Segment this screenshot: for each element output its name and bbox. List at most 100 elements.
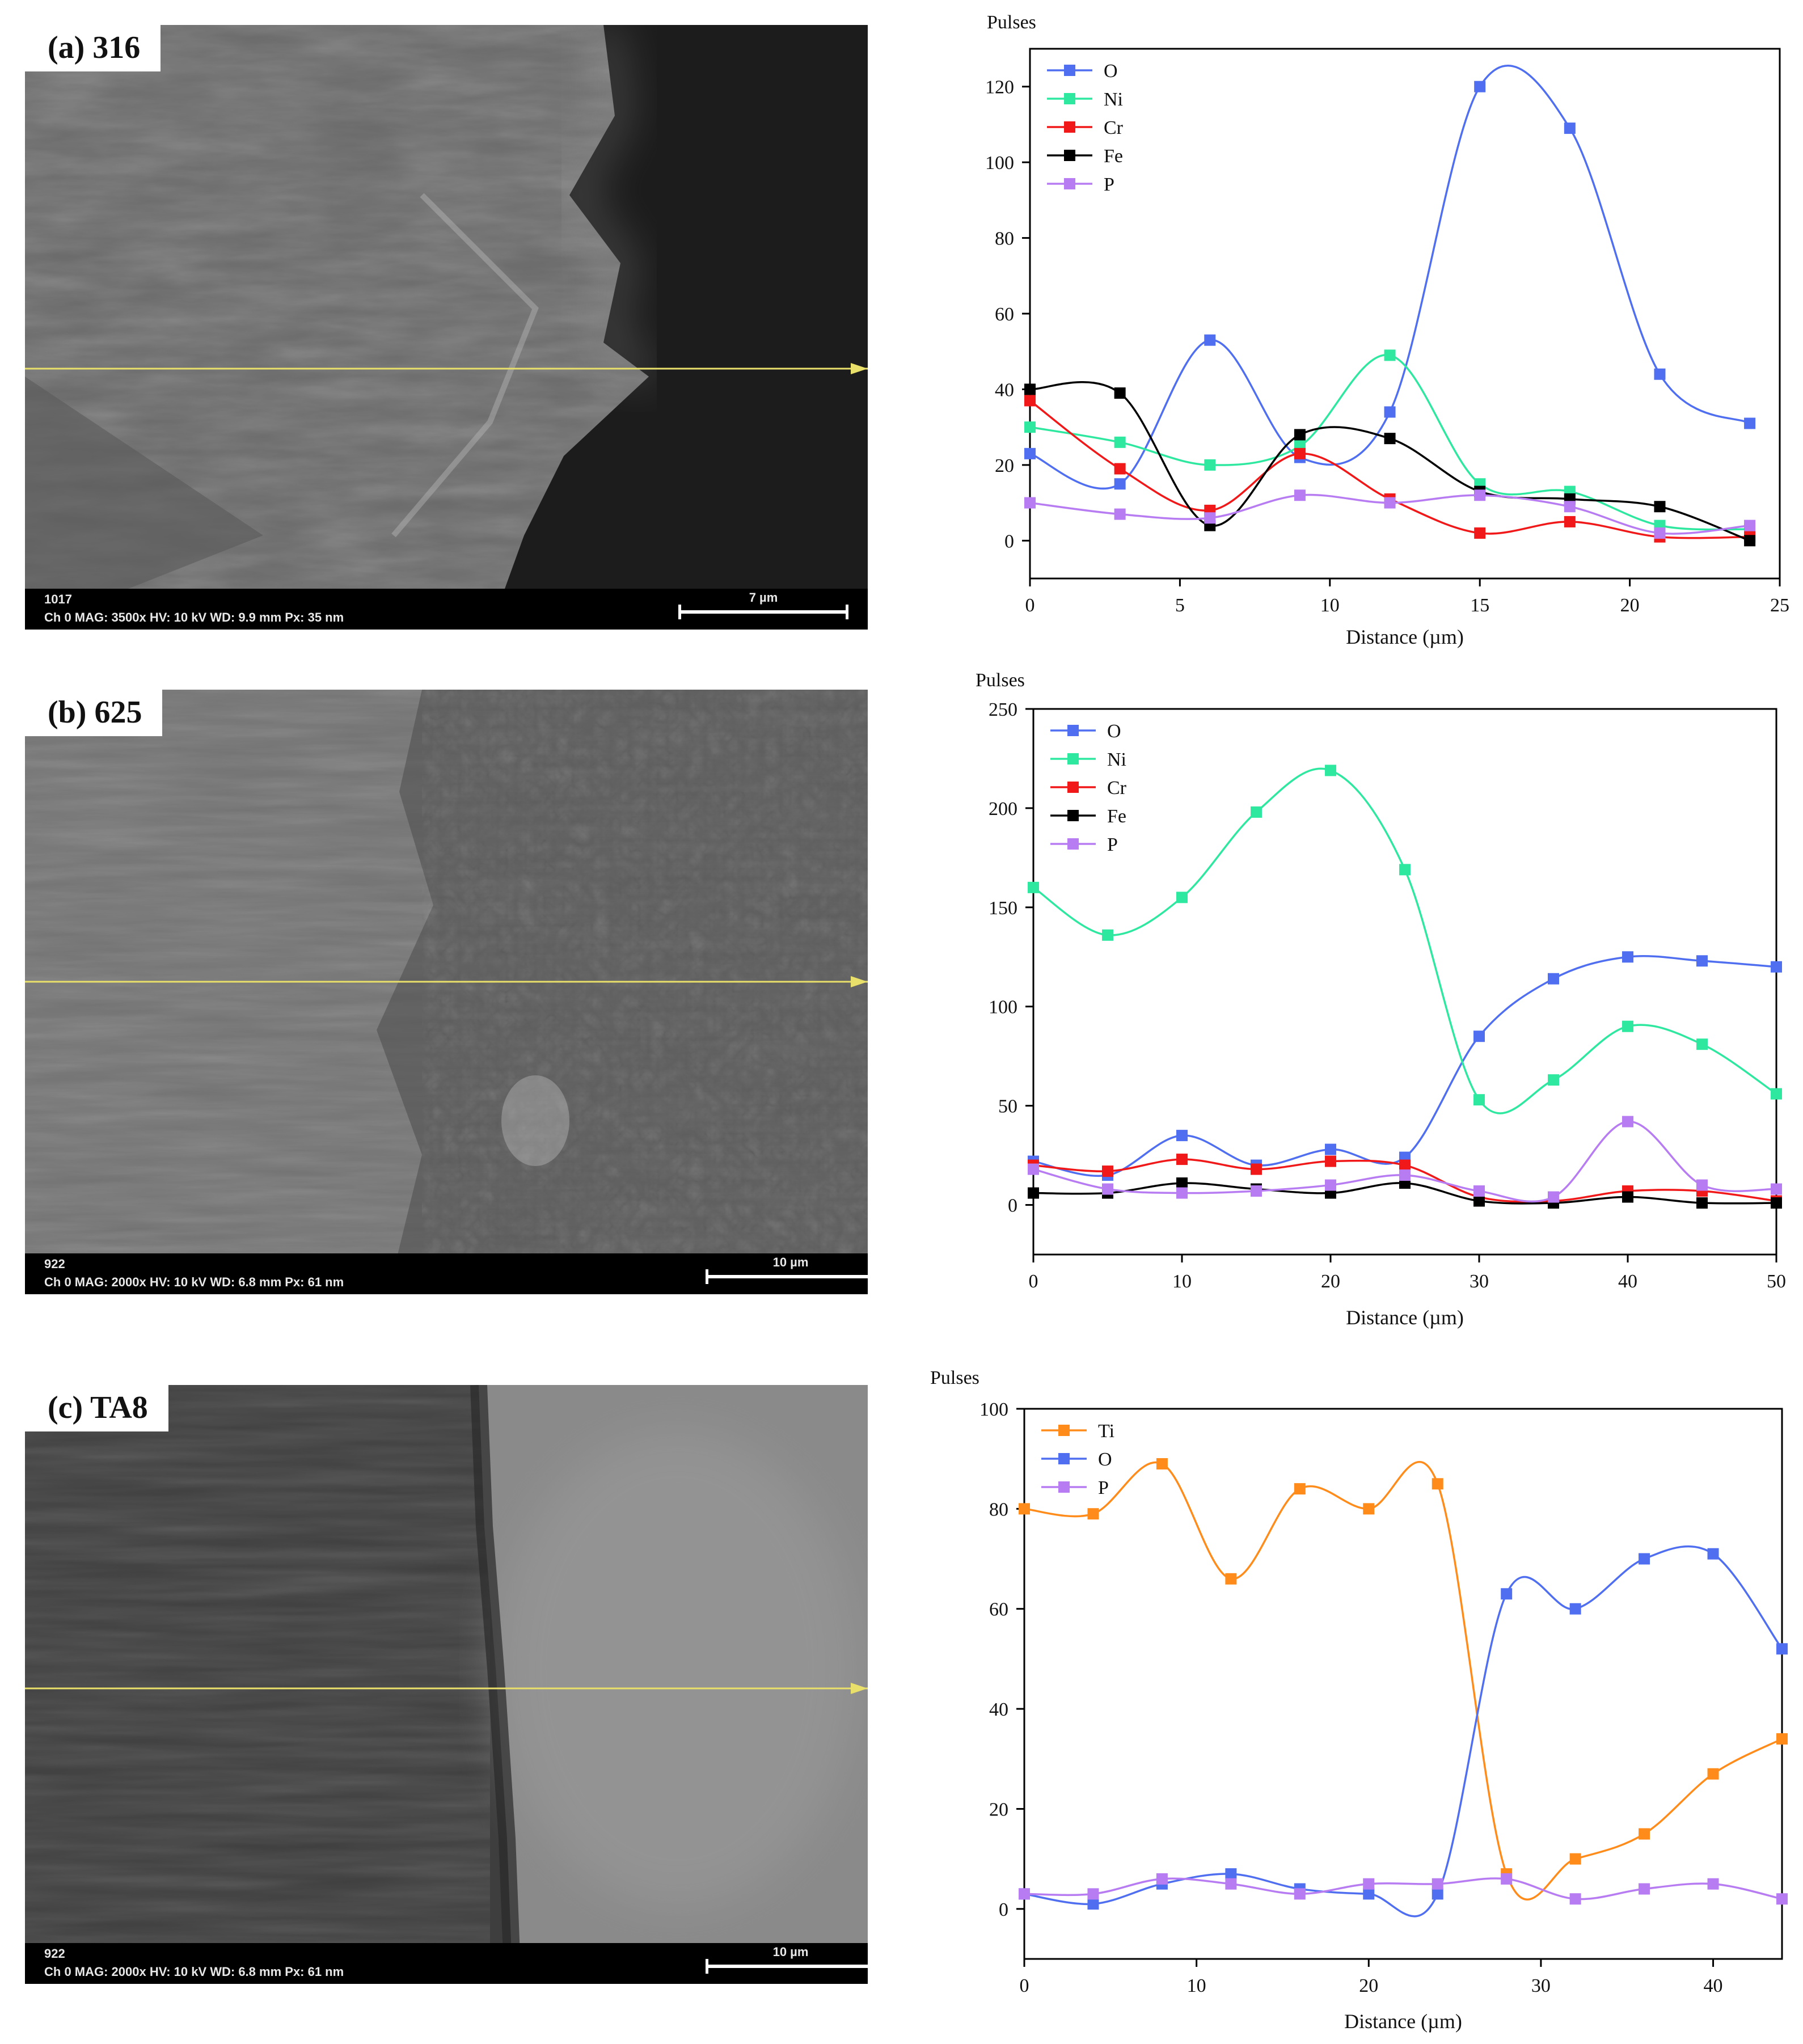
- x-tick-label: 50: [1767, 1271, 1786, 1292]
- series-line-Cr: [1029, 400, 1750, 539]
- data-point-P: [1707, 1878, 1719, 1890]
- data-point-Fe: [1028, 1187, 1039, 1199]
- data-point-P: [1501, 1873, 1513, 1885]
- legend: Ti OP: [1041, 1421, 1114, 1498]
- panel-label-a: (a) 316: [25, 25, 161, 71]
- data-point-P: [1019, 1888, 1030, 1900]
- data-point-O: [1176, 1130, 1188, 1142]
- data-point-P: [1102, 1183, 1113, 1195]
- data-point-Fe: [1114, 387, 1126, 399]
- data-point-P: [1024, 497, 1036, 509]
- data-point-O: [1363, 1888, 1375, 1900]
- x-tick-label: 25: [1770, 595, 1789, 616]
- data-point-P: [1432, 1878, 1443, 1890]
- y-axis-label: Pulses: [987, 12, 1036, 33]
- series-line-O: [1024, 1545, 1783, 1918]
- y-tick-label: 200: [989, 799, 1017, 820]
- plot-frame: [1032, 708, 1777, 1256]
- data-point-P: [1564, 501, 1576, 513]
- data-point-Ni: [1384, 349, 1396, 361]
- scale-bar-a: 7 µm: [678, 590, 848, 619]
- legend-marker: [1064, 178, 1075, 189]
- y-tick-label: 150: [989, 898, 1017, 919]
- data-point-Cr: [1024, 395, 1036, 407]
- x-axis-label: Distance (µm): [1346, 1306, 1464, 1329]
- info-bar-c: 922 Ch 0 MAG: 2000x HV: 10 kV WD: 6.8 mm…: [25, 1943, 868, 1984]
- data-point-Ni: [1548, 1074, 1559, 1086]
- data-point-Fe: [1744, 535, 1756, 547]
- x-tick-label: 20: [1620, 595, 1640, 616]
- scale-bar-b: 10 µm: [706, 1255, 868, 1284]
- data-point-Cr: [1294, 447, 1306, 459]
- data-point-P: [1087, 1888, 1099, 1900]
- legend-label: O: [1107, 721, 1121, 742]
- data-point-Ni: [1028, 881, 1039, 893]
- x-tick-label: 15: [1470, 595, 1489, 616]
- data-point-Ti: [1569, 1853, 1581, 1865]
- data-point-P: [1399, 1169, 1411, 1181]
- legend-marker: [1067, 782, 1079, 793]
- panel-label-c: (c) TA8: [25, 1385, 168, 1431]
- legend: O Ni Cr Fe P: [1050, 721, 1127, 855]
- data-point-P: [1204, 512, 1216, 524]
- y-tick-label: 50: [998, 1096, 1017, 1117]
- data-point-P: [1176, 1187, 1188, 1199]
- info-code-b: 922: [44, 1257, 65, 1271]
- legend-label: Cr: [1107, 778, 1127, 799]
- data-point-P: [1384, 497, 1396, 509]
- data-point-O: [1696, 955, 1708, 967]
- sem-image-b: (b) 625 922 Ch 0 MAG: 2000x HV: 10 kV WD…: [25, 690, 868, 1294]
- info-code-c: 922: [44, 1946, 65, 1961]
- legend-marker: [1067, 838, 1079, 850]
- data-point-P: [1114, 508, 1126, 520]
- data-point-Cr: [1474, 527, 1486, 539]
- series-Ni: [1028, 765, 1782, 1114]
- legend-marker: [1058, 1481, 1070, 1493]
- y-tick-label: 0: [1004, 531, 1014, 552]
- data-point-O: [1622, 951, 1633, 963]
- data-point-O: [1432, 1888, 1443, 1900]
- data-point-O: [1087, 1898, 1099, 1910]
- x-tick-label: 5: [1175, 595, 1185, 616]
- series-O: [1024, 65, 1756, 490]
- data-point-Fe: [1696, 1197, 1708, 1209]
- scale-text-c: 10 µm: [772, 1945, 809, 1959]
- data-point-Ti: [1019, 1503, 1030, 1515]
- y-tick-label: 20: [995, 455, 1014, 476]
- x-tick-label: 0: [1029, 1271, 1038, 1292]
- data-point-O: [1384, 406, 1396, 418]
- panel-label-b: (b) 625: [25, 690, 163, 736]
- data-point-P: [1473, 1185, 1485, 1197]
- plot-frame: [1023, 1408, 1783, 1960]
- x-axis-label: Distance (µm): [1346, 626, 1464, 648]
- data-point-O: [1501, 1588, 1513, 1600]
- y-tick-label: 80: [989, 1499, 1008, 1520]
- legend-marker: [1067, 725, 1079, 736]
- info-meta-c: Ch 0 MAG: 2000x HV: 10 kV WD: 6.8 mm Px:…: [44, 1965, 344, 1979]
- info-bar-b: 922 Ch 0 MAG: 2000x HV: 10 kV WD: 6.8 mm…: [25, 1253, 868, 1294]
- y-tick-label: 40: [995, 379, 1014, 400]
- series-line-Fe: [1029, 381, 1750, 542]
- data-point-O: [1024, 447, 1036, 459]
- data-point-Ti: [1225, 1573, 1237, 1585]
- line-chart-a: 0 5 10 15 20 25 0 20 40 60 80 100 120 Pulses Distance …: [985, 12, 1789, 648]
- x-tick-label: 40: [1704, 1975, 1723, 1996]
- data-point-Ni: [1114, 436, 1126, 448]
- y-tick-label: 100: [989, 997, 1017, 1018]
- y-tick-label: 250: [989, 699, 1017, 720]
- data-point-P: [1776, 1893, 1788, 1905]
- info-code-a: 1017: [44, 592, 72, 606]
- data-point-Ni: [1024, 421, 1036, 433]
- series-line-Ti: [1024, 1460, 1783, 1901]
- data-point-P: [1294, 1888, 1306, 1900]
- data-point-P: [1225, 1878, 1237, 1890]
- data-point-O: [1654, 368, 1666, 380]
- data-point-P: [1028, 1163, 1039, 1175]
- data-point-Ni: [1102, 929, 1113, 941]
- data-point-Ti: [1087, 1508, 1099, 1520]
- series-O: [1019, 1545, 1788, 1918]
- legend-label: P: [1107, 834, 1118, 855]
- data-point-P: [1696, 1179, 1708, 1191]
- data-point-Fe: [1473, 1195, 1485, 1207]
- y-tick-label: 0: [999, 1899, 1008, 1920]
